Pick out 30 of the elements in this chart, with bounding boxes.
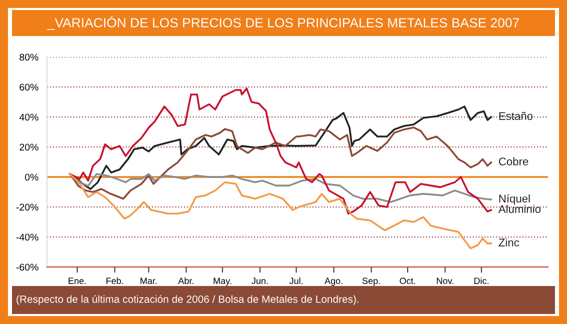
x-tick-label: Jun.: [252, 278, 268, 284]
x-tick-label: Mar.: [140, 278, 157, 284]
x-tick-label: Feb.: [106, 277, 123, 284]
y-tick-label: 40%: [19, 114, 38, 121]
x-tick-label: Oct.: [400, 278, 416, 284]
x-tick-label: Sep.: [362, 278, 380, 286]
series-label: Níquel: [499, 194, 530, 205]
y-tick-label: 0%: [24, 174, 38, 181]
y-tick-label: 60%: [20, 84, 38, 91]
chart-title: _VARIACIÓN DE LOS PRECIOS DE LOS PRINCIPALES METALES BASE 2007: [47, 16, 519, 30]
x-tick-label: Dic.: [474, 277, 488, 284]
line-series: [69, 126, 492, 200]
series-label: Cobre: [498, 157, 528, 166]
series-label: Aluminio: [498, 204, 541, 213]
series-label: Estaño: [499, 112, 533, 120]
x-tick-label: Abr.: [178, 277, 194, 284]
y-tick-label: -20%: [16, 204, 38, 211]
x-tick-label: Nov.: [436, 278, 454, 284]
x-tick-label: Ene.: [68, 278, 86, 284]
x-tick-label: Jul.: [289, 277, 302, 284]
series-label: Zinc: [498, 238, 520, 246]
x-tick-label: May.: [214, 278, 232, 286]
line-series: [69, 88, 492, 215]
y-tick-label: 80%: [20, 54, 38, 61]
x-tick-label: Ago.: [324, 278, 342, 286]
text: (Respecto de la última cotización de 2006 / Bolsa de Metales de Londres).: [16, 295, 358, 305]
y-tick-label: 20%: [20, 144, 38, 151]
y-tick-label: -60%: [16, 264, 38, 271]
line-series: [69, 173, 492, 250]
y-tick-label: -40%: [16, 234, 38, 241]
